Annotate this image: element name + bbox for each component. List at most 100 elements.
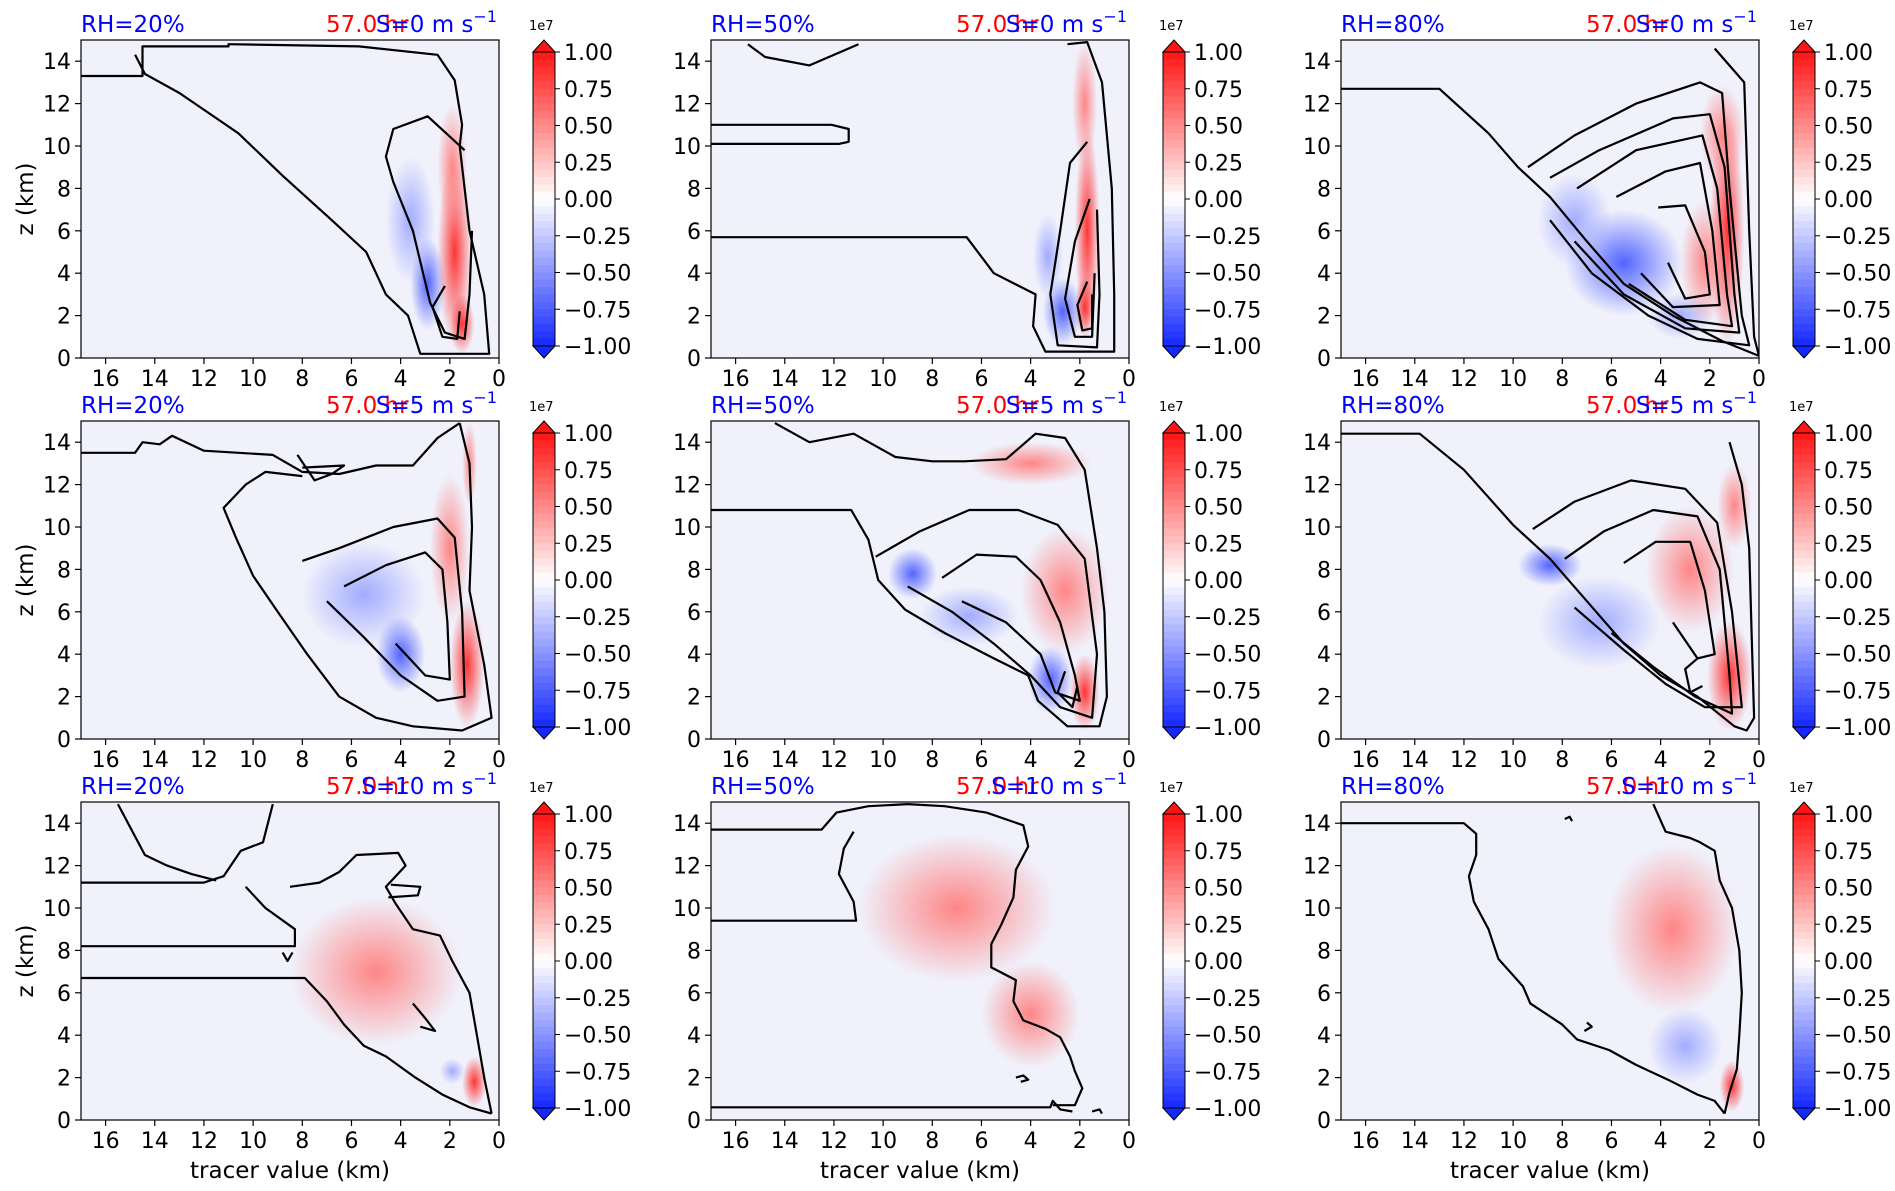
colorbar-segment bbox=[1163, 894, 1185, 903]
colorbar-tick-label: 0.25 bbox=[1824, 532, 1873, 557]
colorbar-segment bbox=[1793, 309, 1815, 318]
colorbar-segment bbox=[533, 184, 555, 193]
colorbar-segment bbox=[1163, 557, 1185, 566]
contour-layer bbox=[711, 422, 1108, 728]
colorbar-segment bbox=[1163, 865, 1185, 874]
contour-line bbox=[1532, 479, 1743, 709]
colorbar-segment bbox=[533, 697, 555, 706]
x-tick-label: 2 bbox=[1073, 367, 1087, 392]
colorbar-tick-label: 0.00 bbox=[564, 188, 613, 213]
colorbar-segment bbox=[1163, 821, 1185, 830]
colorbar-segment bbox=[533, 257, 555, 266]
colorbar-segment bbox=[1163, 719, 1185, 728]
colorbar-min-arrow bbox=[1791, 726, 1817, 740]
colorbar-segment bbox=[1793, 572, 1815, 581]
colorbar-segment bbox=[1163, 850, 1185, 859]
colorbar-segment bbox=[1793, 191, 1815, 200]
contour-line bbox=[222, 422, 493, 732]
colorbar-segment bbox=[1163, 1100, 1185, 1109]
colorbar-tick-label: −0.50 bbox=[1824, 643, 1891, 668]
colorbar-segment bbox=[1793, 162, 1815, 171]
colorbar-segment bbox=[1163, 140, 1185, 149]
contour-line bbox=[711, 123, 850, 145]
shading-layer bbox=[858, 833, 1080, 1067]
contour-line bbox=[1564, 508, 1734, 715]
colorbar-segment bbox=[1793, 828, 1815, 837]
colorbar-segment bbox=[1793, 513, 1815, 522]
colorbar-segment bbox=[1793, 206, 1815, 215]
y-tick-label: 2 bbox=[57, 305, 71, 330]
colorbar-segment bbox=[533, 712, 555, 721]
colorbar-segment bbox=[1793, 1041, 1815, 1050]
colorbar-segment bbox=[533, 668, 555, 677]
contour-layer bbox=[81, 422, 493, 732]
colorbar-segment bbox=[533, 447, 555, 456]
x-tick-label: 0 bbox=[1752, 748, 1766, 773]
contour-line bbox=[875, 508, 1099, 719]
colorbar-segment bbox=[533, 243, 555, 252]
colorbar-tick-label: −0.50 bbox=[1194, 1024, 1261, 1049]
colorbar-segment bbox=[533, 125, 555, 134]
colorbar-segment bbox=[533, 1005, 555, 1014]
colorbar-tick-label: 0.50 bbox=[564, 877, 613, 902]
positive-shading bbox=[1680, 199, 1730, 327]
colorbar-offset: 1e7 bbox=[1789, 400, 1814, 415]
colorbar-segment bbox=[533, 81, 555, 90]
colorbar-tick-label: 0.00 bbox=[1824, 569, 1873, 594]
colorbar-segment bbox=[1793, 110, 1815, 119]
colorbar-segment bbox=[1793, 983, 1815, 991]
shear-label: S=10 m s−1 bbox=[1621, 769, 1757, 800]
contour-line bbox=[289, 851, 493, 1114]
colorbar-offset: 1e7 bbox=[1789, 19, 1814, 34]
y-tick-label: 14 bbox=[1303, 812, 1331, 837]
colorbar-segment bbox=[1793, 491, 1815, 500]
colorbar-segment bbox=[1793, 279, 1815, 288]
colorbar-segment bbox=[533, 110, 555, 119]
x-tick-label: 10 bbox=[239, 367, 267, 392]
colorbar-tick-label: −1.00 bbox=[564, 716, 631, 741]
colorbar: 1e7 1.00 0.75 0.50 0.25 0.00 −0.25 −0.50 −0.75 −1… bbox=[1159, 19, 1261, 360]
colorbar-tick-label: 1.00 bbox=[564, 41, 613, 66]
colorbar-segment bbox=[1793, 1093, 1815, 1102]
colorbar-segment bbox=[533, 719, 555, 728]
colorbar-segment bbox=[1793, 1063, 1815, 1072]
colorbar-segment bbox=[1163, 469, 1185, 478]
colorbar-tick-label: 0.50 bbox=[1194, 115, 1243, 140]
colorbar-segment bbox=[1793, 1056, 1815, 1065]
colorbar-max-arrow bbox=[531, 801, 557, 815]
colorbar-segment bbox=[1163, 953, 1185, 962]
positive-shading bbox=[449, 294, 475, 354]
contour-layer bbox=[1341, 432, 1756, 732]
colorbar-segment bbox=[1163, 653, 1185, 662]
y-tick-label: 10 bbox=[673, 897, 701, 922]
colorbar-segment bbox=[1163, 828, 1185, 837]
shading-layer bbox=[1537, 84, 1745, 348]
colorbar-segment bbox=[1793, 631, 1815, 640]
colorbar-max-arrow bbox=[1791, 801, 1817, 815]
contour-line bbox=[81, 976, 492, 1115]
x-tick-label: 8 bbox=[1555, 1129, 1569, 1154]
colorbar-segment bbox=[533, 894, 555, 903]
colorbar-segment bbox=[1163, 916, 1185, 925]
colorbar-segment bbox=[1163, 990, 1185, 999]
y-tick-label: 6 bbox=[687, 601, 701, 626]
colorbar-tick-label: 0.00 bbox=[1194, 188, 1243, 213]
rh-label: RH=50% bbox=[711, 393, 815, 419]
colorbar-offset: 1e7 bbox=[1159, 19, 1184, 34]
colorbar-segment bbox=[1793, 675, 1815, 684]
colorbar-segment bbox=[1163, 1063, 1185, 1072]
positive-shading bbox=[430, 474, 470, 623]
colorbar-tick-label: 0.50 bbox=[564, 115, 613, 140]
colorbar-segment bbox=[1793, 1005, 1815, 1014]
colorbar-segment bbox=[1163, 176, 1185, 185]
colorbar-segment bbox=[1163, 682, 1185, 691]
colorbar-segment bbox=[533, 316, 555, 325]
colorbar-segment bbox=[533, 469, 555, 478]
colorbar-segment bbox=[1163, 1027, 1185, 1036]
y-tick-label: 6 bbox=[687, 220, 701, 245]
contour-line bbox=[711, 1099, 1073, 1113]
colorbar-segment bbox=[1163, 697, 1185, 706]
x-tick-label: 16 bbox=[1352, 1129, 1380, 1154]
colorbar-segment bbox=[1163, 609, 1185, 618]
colorbar-segment bbox=[1793, 961, 1815, 969]
